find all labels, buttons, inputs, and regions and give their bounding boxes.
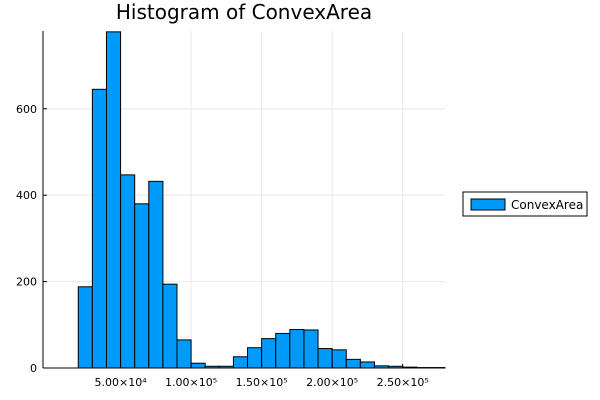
histogram-bar-3: [120, 174, 136, 369]
histogram-bar-20: [359, 361, 375, 369]
legend: ConvexArea: [462, 191, 588, 217]
histogram-bar-13: [261, 338, 277, 369]
x-tick-label-0: 5.00×10⁴: [95, 376, 148, 389]
histogram-bar-4: [134, 203, 150, 369]
y-tick-label-3: 600: [16, 103, 37, 116]
x-tick-label-3: 2.00×10⁵: [306, 376, 358, 389]
histogram-bar-19: [345, 358, 361, 369]
y-tick-label-1: 200: [16, 276, 37, 289]
x-tick-label-4: 2.50×10⁵: [377, 376, 429, 389]
histogram-bar-14: [275, 332, 291, 369]
histogram-bar-5: [148, 180, 164, 369]
x-tick-label-2: 1.50×10⁵: [236, 376, 288, 389]
x-tick-label-1: 1.00×10⁵: [165, 376, 217, 389]
histogram-bar-7: [176, 339, 192, 369]
histogram-bar-0: [77, 286, 93, 369]
histogram-bar-11: [232, 356, 249, 369]
chart-title: Histogram of ConvexArea: [116, 0, 372, 24]
y-tick-label-0: 0: [30, 362, 37, 375]
histogram-bar-16: [303, 329, 319, 369]
histogram-bars: [77, 31, 446, 369]
tick-labels: 5.00×10⁴ 1.00×10⁵ 1.50×10⁵ 2.00×10⁵ 2.50×10⁵…: [16, 103, 429, 389]
histogram-bar-8: [190, 362, 206, 369]
histogram-bar-15: [289, 329, 305, 369]
axes: [42, 31, 445, 369]
histogram-bar-6: [162, 283, 178, 369]
histogram-bar-2: [105, 31, 122, 369]
histogram-bar-17: [317, 348, 333, 369]
legend-label: ConvexArea: [511, 198, 583, 212]
histogram-bar-1: [91, 88, 107, 369]
histogram-bar-18: [331, 349, 347, 369]
y-tick-label-2: 400: [16, 189, 37, 202]
legend-swatch: [470, 198, 506, 211]
histogram-bar-12: [247, 347, 263, 369]
